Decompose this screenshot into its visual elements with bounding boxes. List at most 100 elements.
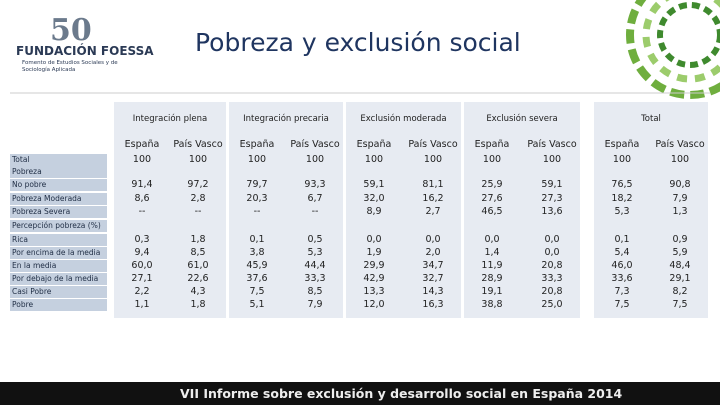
cell: 8,9 (366, 206, 382, 217)
cell: 7,9 (307, 299, 323, 310)
cell: 34,7 (422, 260, 444, 271)
cell: 7,5 (672, 299, 688, 310)
group-panel (594, 102, 708, 318)
column-header: España (604, 139, 640, 150)
cell: 16,2 (422, 193, 444, 204)
cell: 59,1 (363, 179, 385, 190)
cell: 7,3 (614, 286, 630, 297)
column-header: España (474, 139, 510, 150)
cell: 90,8 (669, 179, 691, 190)
cell: 48,4 (669, 260, 691, 271)
cell: 44,4 (304, 260, 326, 271)
group-header: Total (641, 114, 661, 124)
row-label: En la media (10, 260, 107, 272)
cell: 100 (132, 154, 152, 165)
decor-ring (657, 2, 720, 68)
cell: 5,1 (249, 299, 265, 310)
row-label: Pobreza Severa (10, 206, 107, 218)
group-header: Integración plena (132, 114, 208, 124)
cell: 18,2 (611, 193, 633, 204)
row-label: Pobreza Moderada (10, 193, 107, 205)
cell: 2,8 (190, 193, 206, 204)
group-panel (346, 102, 461, 318)
cell: 33,3 (541, 273, 563, 284)
footer-bar (0, 382, 720, 405)
cell: 8,5 (307, 286, 323, 297)
group-header: Exclusión moderada (360, 114, 447, 124)
cell: 81,1 (422, 179, 444, 190)
column-header: País Vasco (408, 139, 458, 150)
cell: 16,3 (422, 299, 444, 310)
cell: 59,1 (541, 179, 563, 190)
cell: 13,3 (363, 286, 385, 297)
cell: 0,1 (249, 234, 265, 245)
cell: -- (194, 206, 202, 217)
group-panel (229, 102, 343, 318)
cell: 7,5 (249, 286, 265, 297)
cell: 76,5 (611, 179, 633, 190)
cell: 19,1 (481, 286, 503, 297)
cell: 25,9 (481, 179, 503, 190)
cell: 91,4 (131, 179, 153, 190)
cell: 20,8 (541, 260, 563, 271)
cell: 37,6 (246, 273, 268, 284)
cell: 42,9 (363, 273, 385, 284)
cell: 9,4 (134, 247, 150, 258)
cell: 93,3 (304, 179, 326, 190)
cell: 79,7 (246, 179, 268, 190)
cell: 5,3 (614, 206, 630, 217)
cell: 60,0 (131, 260, 153, 271)
cell: 2,7 (425, 206, 441, 217)
cell: 27,3 (541, 193, 563, 204)
row-label: Por debajo de la media (10, 273, 107, 285)
cell: 7,9 (672, 193, 688, 204)
cell: 0,0 (425, 234, 441, 245)
cell: 100 (364, 154, 384, 165)
cell: 45,9 (246, 260, 268, 271)
cell: -- (138, 206, 146, 217)
cell: 100 (247, 154, 267, 165)
org-name: FUNDACIÓN FOESSA (16, 44, 154, 58)
cell: 1,1 (134, 299, 150, 310)
row-label: Total (10, 154, 107, 166)
cell: 1,3 (672, 206, 688, 217)
cell: 27,1 (131, 273, 153, 284)
cell: 29,1 (669, 273, 691, 284)
row-label: Pobre (10, 299, 107, 311)
cell: 0,9 (672, 234, 688, 245)
cell: 46,0 (611, 260, 633, 271)
cell: 1,8 (190, 299, 206, 310)
cell: 100 (482, 154, 502, 165)
logo-mark: 50 (50, 13, 92, 48)
cell: 25,0 (541, 299, 563, 310)
row-label: Percepción pobreza (%) (10, 220, 107, 232)
cell: 3,8 (249, 247, 265, 258)
cell: 12,0 (363, 299, 385, 310)
cell: 1,9 (366, 247, 382, 258)
cell: 2,2 (134, 286, 150, 297)
cell: 13,6 (541, 206, 563, 217)
cell: 1,4 (484, 247, 500, 258)
group-header: Exclusión severa (486, 114, 558, 124)
cell: 8,2 (672, 286, 688, 297)
cell: 8,6 (134, 193, 150, 204)
cell: 32,0 (363, 193, 385, 204)
cell: 33,6 (611, 273, 633, 284)
column-header: País Vasco (527, 139, 577, 150)
group-header: Integración precaria (243, 114, 329, 124)
cell: 5,9 (672, 247, 688, 258)
cell: 100 (188, 154, 208, 165)
cell: -- (253, 206, 261, 217)
cell: 97,2 (187, 179, 209, 190)
cell: 20,3 (246, 193, 268, 204)
cell: 0,0 (544, 234, 560, 245)
footer-text: VII Informe sobre exclusión y desarrollo… (180, 386, 623, 401)
row-label: Casi Pobre (10, 286, 107, 298)
column-header: España (239, 139, 275, 150)
cell: 4,3 (190, 286, 206, 297)
cell: 22,6 (187, 273, 209, 284)
title: Pobreza y exclusión social (195, 28, 521, 57)
cell: 100 (305, 154, 325, 165)
